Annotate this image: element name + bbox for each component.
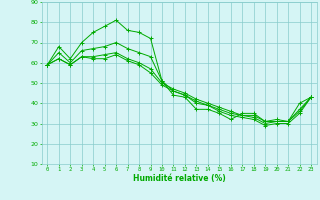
X-axis label: Humidité relative (%): Humidité relative (%) bbox=[133, 174, 226, 183]
